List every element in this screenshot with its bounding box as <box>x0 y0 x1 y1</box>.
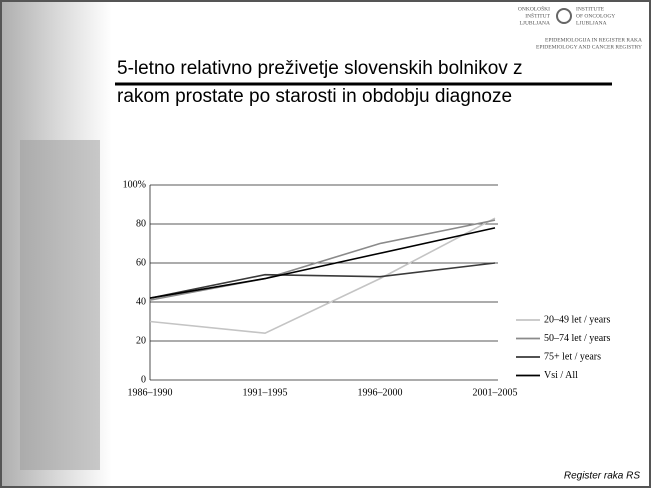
y-tick-label: 0 <box>141 374 146 385</box>
chart: 0 20 40 60 80 100% 1986–1990 1991–1995 1996–2000… <box>123 179 611 398</box>
logo-text: LJUBLJANA <box>576 20 607 26</box>
series-line <box>149 219 496 301</box>
legend-label: 75+ let / years <box>544 351 601 362</box>
legend-label: 20–49 let / years <box>544 314 610 325</box>
logo-text: OF ONCOLOGY <box>576 13 615 19</box>
slide-title: 5-letno relativno preživetje slovenskih … <box>117 58 523 79</box>
x-tick-label: 1991–1995 <box>243 387 288 398</box>
y-tick-label: 60 <box>136 257 146 268</box>
logo-text: ONKOLOŠKI <box>518 4 550 12</box>
logo-text: INSTITUTE <box>576 6 605 12</box>
y-tick-label: 80 <box>136 218 146 229</box>
series-line <box>149 217 496 335</box>
footer: Register raka RS <box>564 471 640 482</box>
y-tick-label: 100% <box>123 179 146 190</box>
decor-building <box>20 140 100 470</box>
legend-label: 50–74 let / years <box>544 333 610 344</box>
slide-title: rakom prostate po starosti in obdobju di… <box>117 86 512 107</box>
y-tick-label: 40 <box>136 296 146 307</box>
x-tick-label: 2001–2005 <box>473 387 518 398</box>
y-tick-label: 20 <box>136 335 146 346</box>
dept-text: EPIDEMIOLOGY AND CANCER REGISTRY <box>536 44 642 50</box>
series-line <box>149 262 496 299</box>
dept-text: EPIDEMIOLOGIJA IN REGISTER RAKA <box>545 37 642 43</box>
x-tick-label: 1986–1990 <box>128 387 173 398</box>
logo-text: INŠTITUT <box>525 11 550 19</box>
logo-text: LJUBLJANA <box>519 20 550 26</box>
logo-mark <box>556 8 572 24</box>
legend-label: Vsi / All <box>544 370 578 381</box>
x-tick-label: 1996–2000 <box>358 387 403 398</box>
series-line <box>149 227 496 299</box>
